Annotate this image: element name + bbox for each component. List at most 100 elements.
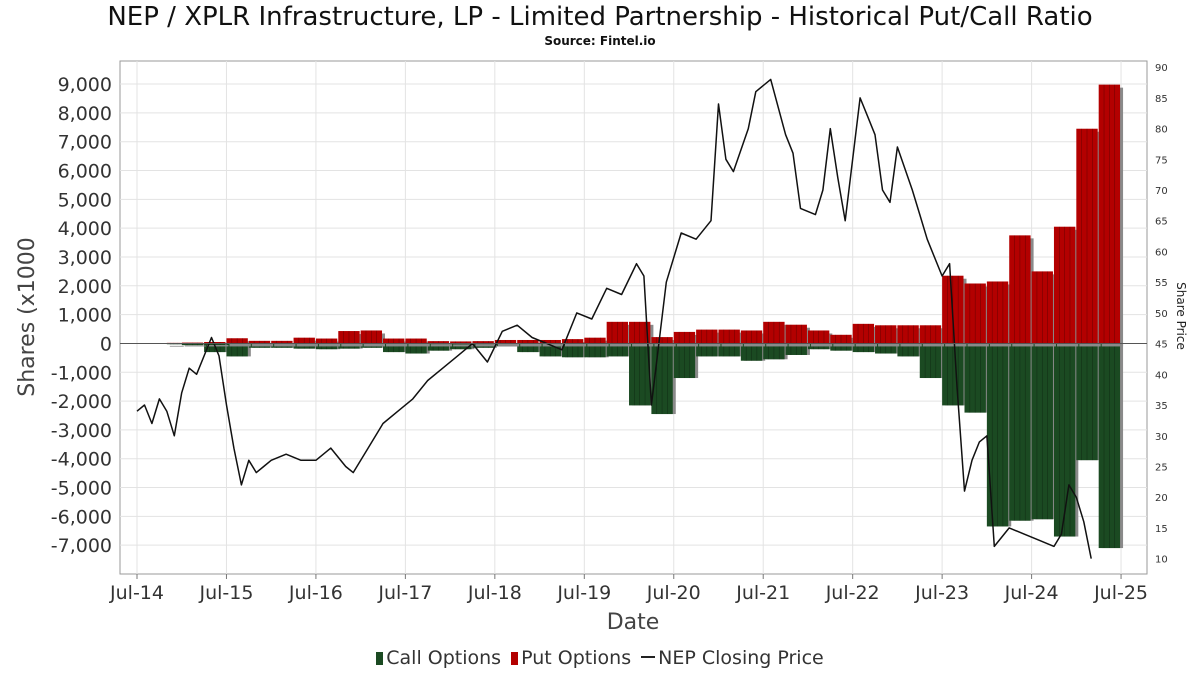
- y-tick-label: 0: [100, 333, 112, 355]
- y-tick-label: 3,000: [58, 247, 112, 269]
- call-bar: [1098, 343, 1121, 549]
- bar-shadow: [251, 343, 274, 347]
- x-tick-label: Jul-17: [377, 582, 432, 604]
- legend-swatch-call: [376, 652, 384, 665]
- y2-tick-label: 45: [1155, 340, 1168, 351]
- put-bar: [897, 325, 919, 344]
- bar-shadow: [184, 345, 207, 347]
- y2-tick-label: 50: [1155, 309, 1168, 320]
- put-bar: [584, 337, 606, 344]
- call-bar: [830, 343, 852, 351]
- bar-shadow: [453, 344, 475, 347]
- put-bar: [830, 334, 852, 344]
- y-tick-label: 7,000: [58, 132, 112, 154]
- legend-item-call: Call Options: [376, 647, 501, 669]
- x-tick-label: Jul-16: [288, 582, 343, 604]
- call-bar: [517, 343, 539, 353]
- y-axis-ticks: -7,000 -6,000 -5,000 -4,000 -3,000 -2,000 -1,0…: [51, 74, 112, 557]
- x-axis-title: Date: [607, 610, 660, 635]
- x-tick-label: Jul-20: [646, 582, 701, 604]
- y-tick-label: -7,000: [51, 535, 112, 557]
- put-bar: [1098, 84, 1121, 344]
- call-bar: [942, 343, 964, 406]
- call-bar: [405, 343, 427, 354]
- y-tick-label: 2,000: [58, 276, 112, 298]
- legend-item-price: NEP Closing Price: [641, 647, 824, 669]
- x-tick-label: Jul-14: [109, 582, 164, 604]
- put-bar: [360, 330, 383, 344]
- y-tick-label: -2,000: [51, 391, 112, 413]
- call-bar: [629, 343, 651, 406]
- y-tick-label: 1,000: [58, 305, 112, 327]
- put-bar: [1053, 226, 1076, 344]
- call-bar: [226, 343, 248, 357]
- legend-item-put: Put Options: [511, 647, 631, 669]
- put-bar: [986, 281, 1009, 344]
- put-bar: [1031, 271, 1053, 344]
- put-bar: [740, 330, 763, 344]
- call-bar: [427, 343, 450, 351]
- bar-shadow: [475, 344, 497, 347]
- call-bar: [852, 343, 875, 353]
- bar-series: [166, 84, 1124, 549]
- call-bar: [204, 343, 226, 353]
- bar-shadow: [408, 341, 430, 347]
- put-bar: [629, 321, 651, 344]
- y2-tick-label: 40: [1155, 370, 1168, 381]
- put-bar: [204, 341, 226, 344]
- y2-axis-title: Share Price: [1174, 282, 1188, 350]
- put-bar: [1009, 235, 1031, 344]
- y2-tick-label: 35: [1155, 401, 1168, 412]
- y-tick-label: 8,000: [58, 103, 112, 125]
- y-tick-label: -3,000: [51, 420, 112, 442]
- y2-axis-ticks: 10 15 20 25 30 35 40 45 50 55 60 65 70 75 80 85 90: [1155, 63, 1168, 565]
- call-bar: [561, 343, 584, 358]
- call-bar: [986, 343, 1009, 527]
- x-tick-label: Jul-25: [1093, 582, 1148, 604]
- bar-shadow: [207, 344, 229, 347]
- bar-shadow: [497, 342, 520, 347]
- y-tick-label: -1,000: [51, 362, 112, 384]
- put-bar: [718, 329, 740, 344]
- put-bar: [427, 341, 450, 344]
- y2-tick-label: 85: [1155, 94, 1168, 105]
- call-bar: [584, 343, 606, 358]
- y2-tick-label: 20: [1155, 493, 1168, 504]
- bar-shadow: [318, 341, 341, 347]
- put-bar: [561, 339, 584, 344]
- put-bar: [785, 324, 807, 344]
- y2-tick-label: 75: [1155, 155, 1168, 166]
- x-tick-label: Jul-22: [825, 582, 880, 604]
- put-bar: [651, 337, 673, 344]
- put-bar: [673, 331, 696, 344]
- legend-label-put: Put Options: [521, 647, 632, 669]
- y-axis-title: Shares (x1000: [15, 237, 40, 397]
- put-bar: [338, 331, 360, 344]
- y-tick-label: -4,000: [51, 449, 112, 471]
- y2-tick-label: 15: [1155, 524, 1168, 535]
- y-tick-label: 5,000: [58, 189, 112, 211]
- price-line: [136, 78, 1092, 559]
- x-tick-label: Jul-21: [735, 582, 790, 604]
- chart-title: NEP / XPLR Infrastructure, LP - Limited …: [107, 2, 1093, 32]
- legend-swatch-put: [511, 652, 519, 665]
- call-bar: [606, 343, 629, 357]
- put-bar: [964, 283, 986, 344]
- put-bar: [919, 325, 942, 344]
- x-tick-label: Jul-23: [914, 582, 969, 604]
- price-series: [136, 78, 1092, 559]
- chart-subtitle: Source: Fintel.io: [544, 34, 656, 48]
- put-bar: [517, 339, 539, 344]
- put-bar: [315, 338, 338, 344]
- put-bar: [226, 338, 248, 344]
- call-bar: [1031, 343, 1053, 520]
- bar-shadow: [274, 343, 296, 347]
- y-tick-label: 9,000: [58, 74, 112, 96]
- y-tick-label: 6,000: [58, 161, 112, 183]
- put-bar: [271, 340, 293, 344]
- put-bar: [852, 323, 875, 344]
- y2-tick-label: 90: [1155, 63, 1168, 74]
- call-bar: [1053, 343, 1076, 537]
- legend-line-price: [641, 656, 656, 658]
